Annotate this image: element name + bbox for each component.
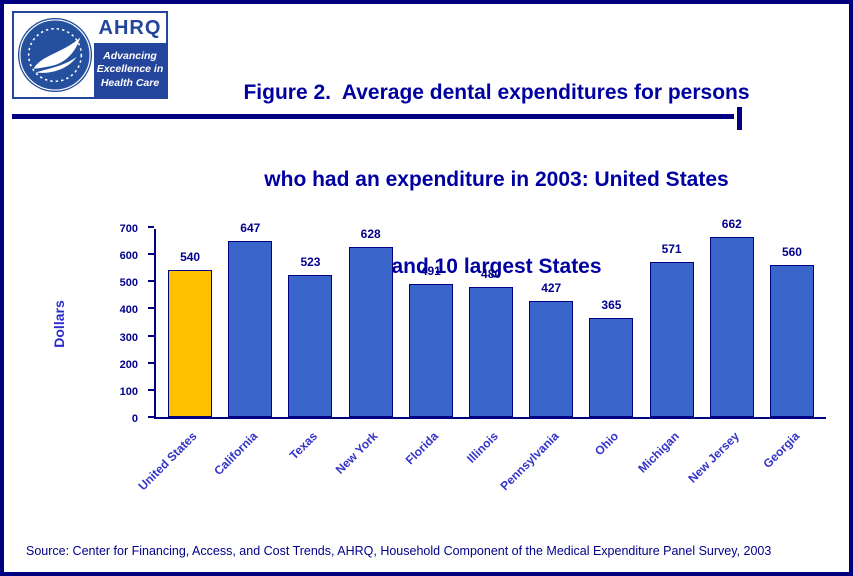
page-title: Figure 2. Average dental expenditures fo… xyxy=(184,20,809,339)
bar-value-label: 540 xyxy=(180,250,201,265)
bar-value-label: 571 xyxy=(661,242,682,257)
y-tick-label: 500 xyxy=(119,277,138,290)
logo-block: AHRQ Advancing Excellence in Health Care xyxy=(12,11,168,99)
x-axis-label: Pennsylvania xyxy=(496,429,562,494)
ahrq-tagline-line: Excellence in xyxy=(96,63,164,76)
y-tick-mark xyxy=(148,416,154,418)
x-axis-label: Florida xyxy=(402,429,441,468)
y-tick-label: 600 xyxy=(119,250,138,263)
x-axis-label: Michigan xyxy=(634,429,682,476)
bar-value-label: 491 xyxy=(420,263,441,278)
y-axis: 0 100 200 300 400 500 600 700 xyxy=(4,223,146,425)
bar xyxy=(589,317,634,417)
bar-value-label: 523 xyxy=(300,255,321,270)
y-tick-mark xyxy=(148,334,154,337)
x-axis-label: Illinois xyxy=(464,429,501,466)
ahrq-logo: AHRQ Advancing Excellence in Health Care xyxy=(94,13,166,97)
x-axis-label: Texas xyxy=(287,429,321,463)
bar-group-georgia: 560 Georgia xyxy=(760,229,822,471)
y-tick-label: 0 xyxy=(131,413,138,425)
bar xyxy=(529,301,574,417)
bar-value-label: 628 xyxy=(360,226,381,241)
header-divider-end-cap xyxy=(737,107,742,130)
bar-group-texas: 523 Texas xyxy=(280,229,340,462)
bar-group-florida: 491 Florida xyxy=(401,229,461,467)
x-axis-label: Georgia xyxy=(759,429,802,471)
x-axis-label: New Jersey xyxy=(685,429,742,486)
y-tick-label: 100 xyxy=(119,385,138,398)
bar xyxy=(408,283,453,417)
title-line-3: and 10 largest States xyxy=(391,255,602,278)
bar xyxy=(769,265,814,417)
y-tick-mark xyxy=(148,388,154,391)
y-tick-label: 200 xyxy=(119,358,138,371)
title-line-1: Figure 2. Average dental expenditures fo… xyxy=(243,81,750,104)
y-tick-mark xyxy=(148,280,154,283)
bar-value-label: 480 xyxy=(481,266,502,281)
y-tick-label: 700 xyxy=(119,223,138,235)
plot-area: 540 United States 647 California 523 Texas 628… xyxy=(136,217,826,493)
bar-group-united-states: 540 United States xyxy=(136,229,220,493)
bar-value-label: 560 xyxy=(781,245,802,259)
x-axis-label: New York xyxy=(332,429,381,477)
x-axis-label: United States xyxy=(135,429,200,494)
bar xyxy=(288,275,333,417)
bar-group-new-york: 628 New York xyxy=(333,227,401,477)
bar xyxy=(168,270,213,417)
bar-value-label: 647 xyxy=(240,221,261,236)
ahrq-tagline: Advancing Excellence in Health Care xyxy=(94,43,166,97)
bar-group-illinois: 480 Illinois xyxy=(461,229,521,466)
source-note: Source: Center for Financing, Access, an… xyxy=(26,544,772,558)
bar xyxy=(228,241,273,417)
bar-chart: Dollars 0 100 200 300 400 500 600 700 540 United… xyxy=(4,217,849,493)
y-tick-label: 400 xyxy=(119,304,138,317)
y-tick-label: 300 xyxy=(119,331,138,344)
bar-group-california: 647 California xyxy=(211,221,280,478)
ahrq-tagline-line: Advancing xyxy=(103,50,157,63)
hhs-logo-icon xyxy=(17,17,93,93)
ahrq-logo-text: AHRQ xyxy=(94,13,166,43)
bar-group-new-jersey: 662 New Jersey xyxy=(685,217,762,486)
bar xyxy=(709,237,754,417)
y-tick-mark xyxy=(148,307,154,310)
bar xyxy=(649,262,694,417)
bar-group-ohio: 365 Ohio xyxy=(581,229,641,458)
bar-value-label: 365 xyxy=(601,297,622,312)
bar xyxy=(469,286,514,417)
bar-value-label: 427 xyxy=(541,281,562,296)
header-divider-line xyxy=(12,114,734,119)
y-tick-mark xyxy=(148,226,154,228)
bar-value-label: 662 xyxy=(721,217,742,232)
x-axis-label: California xyxy=(211,429,261,479)
bar xyxy=(348,246,393,417)
x-axis-label: Ohio xyxy=(592,429,622,459)
ahrq-tagline-line: Health Care xyxy=(100,76,160,89)
title-line-2: who had an expenditure in 2003: United S… xyxy=(264,168,729,191)
y-tick-mark xyxy=(148,253,154,256)
bar-group-pennsylvania: 427 Pennsylvania xyxy=(497,229,581,493)
bar-group-michigan: 571 Michigan xyxy=(635,229,702,476)
y-tick-mark xyxy=(148,361,154,364)
